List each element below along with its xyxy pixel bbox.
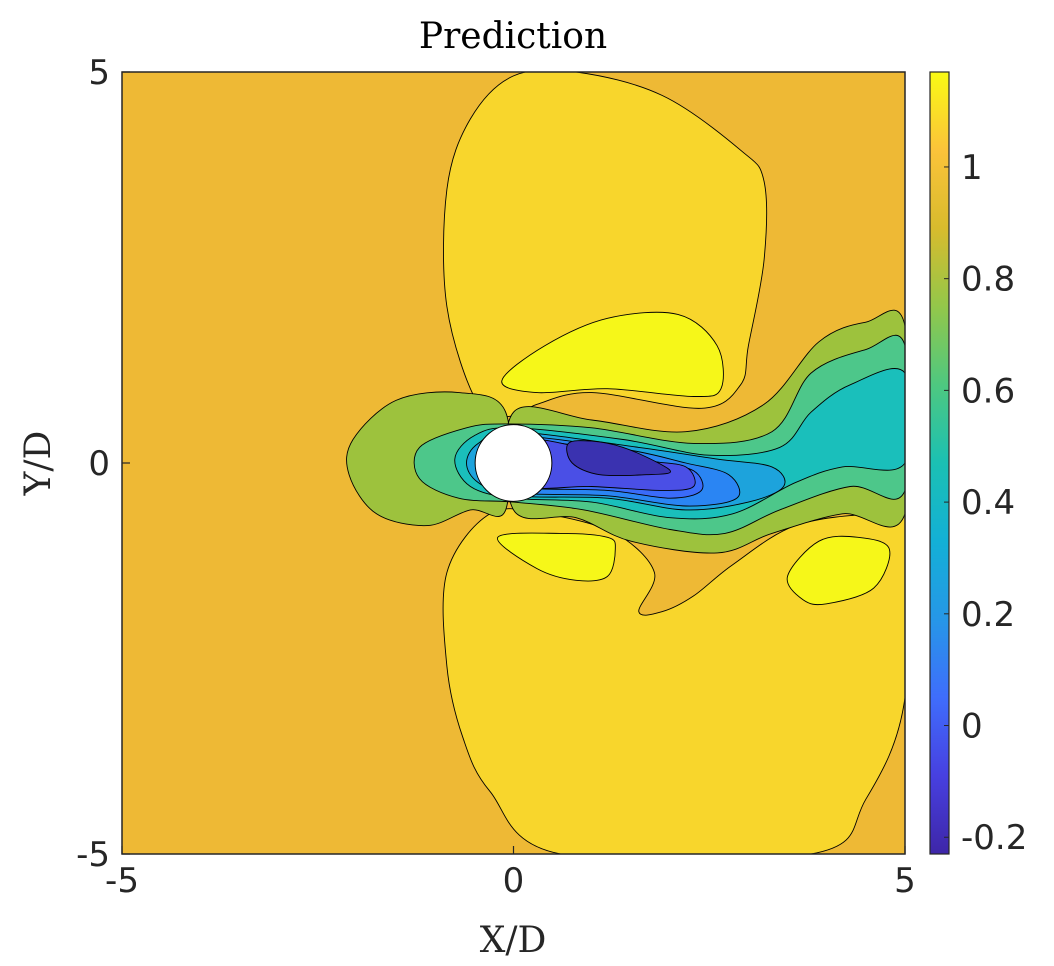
contour-region-wake-min	[566, 440, 671, 477]
contour-region-lower-high-lobe	[442, 502, 905, 854]
contour-region-upper-peak	[501, 311, 724, 397]
x-tick-label: 0	[503, 861, 525, 901]
cylinder-obstacle	[474, 424, 553, 502]
colorbar-gradient	[929, 71, 950, 855]
y-tick-label: -5	[76, 835, 110, 875]
colorbar: -0.2 0 0.2 0.4 0.6 0.8 1	[929, 71, 1027, 858]
y-tick-label: 5	[88, 53, 110, 93]
contour-region-lower-peak-far	[786, 535, 891, 606]
colorbar-tick-label: 0.8	[961, 260, 1015, 300]
y-tick-label: 0	[88, 444, 110, 484]
y-axis-title: Y/D	[18, 431, 59, 497]
x-axis: -5 0 5	[105, 846, 916, 901]
x-tick-label: -5	[105, 861, 139, 901]
plot-area	[121, 71, 906, 855]
x-axis-title: X/D	[480, 920, 547, 961]
chart-title: Prediction	[419, 16, 607, 57]
contour-region-lower-peak-near	[497, 532, 616, 582]
colorbar-tick-label: 1	[961, 148, 983, 188]
y-axis: -5 0 5	[76, 53, 130, 875]
x-tick-label: 5	[894, 861, 916, 901]
colorbar-tick-label: 0	[961, 707, 983, 747]
colorbar-tick-label: 0.4	[961, 483, 1015, 523]
colorbar-tick-label: 0.2	[961, 595, 1015, 635]
colorbar-tick-label: -0.2	[961, 818, 1027, 858]
colorbar-tick-label: 0.6	[961, 371, 1015, 411]
